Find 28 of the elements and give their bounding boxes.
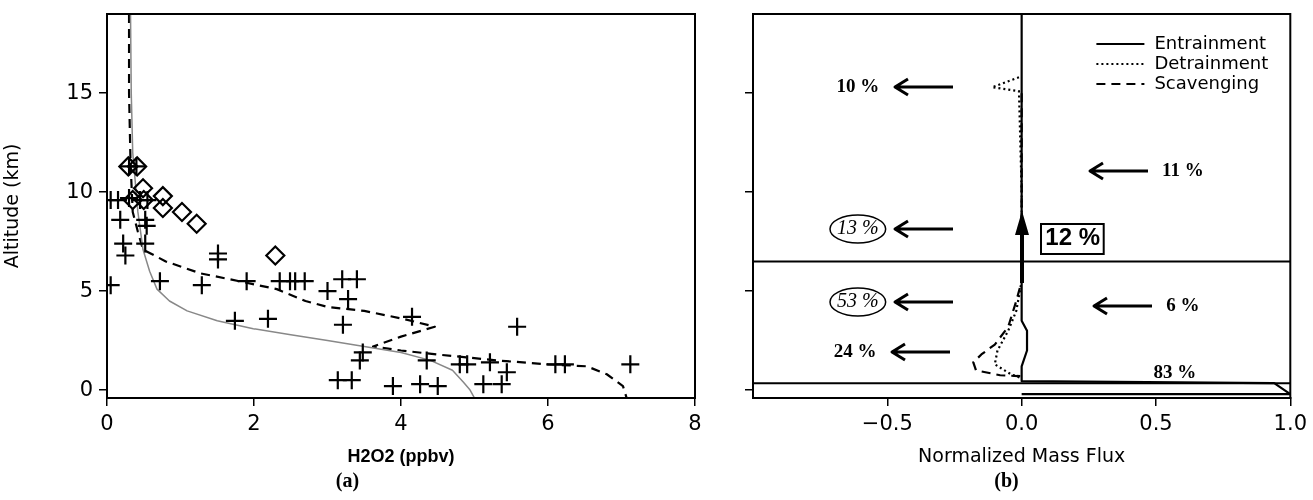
x-axis-title: Normalized Mass Flux (918, 443, 1126, 466)
x-tick-label: 0.5 (1139, 411, 1173, 436)
text: (b) (994, 469, 1019, 493)
x-tick-label: 0 (100, 411, 114, 436)
annotation: 6 % (1166, 293, 1200, 315)
annotation: 13 % (836, 216, 879, 239)
y-tick-label: 0 (79, 376, 93, 401)
x-tick-label: 4 (394, 411, 408, 436)
y-tick-label: 10 (66, 178, 93, 203)
text: (a) (335, 469, 360, 493)
annotation: 83 % (1153, 360, 1197, 382)
x-tick-label: 2 (247, 411, 261, 436)
legend-label: Detrainment (1154, 51, 1269, 73)
x-tick-label: 8 (688, 411, 702, 436)
annotation: 24 % (833, 339, 877, 361)
y-tick-label: 15 (66, 79, 93, 104)
x-tick-label: 1.0 (1273, 411, 1307, 436)
y-axis-title: Altitude (km) (0, 143, 23, 269)
x-tick-label: −0.5 (861, 411, 913, 436)
annotation: 10 % (836, 74, 880, 96)
legend-label: Scavenging (1154, 71, 1260, 93)
legend-label: Entrainment (1154, 31, 1267, 53)
x-axis-title: H2O2 (ppbv) (347, 446, 455, 467)
y-tick-label: 5 (79, 277, 93, 302)
x-tick-label: 6 (541, 411, 555, 436)
annotation: 11 % (1161, 159, 1204, 181)
annotation: 53 % (836, 289, 879, 312)
x-tick-label: 0.0 (1004, 411, 1039, 436)
